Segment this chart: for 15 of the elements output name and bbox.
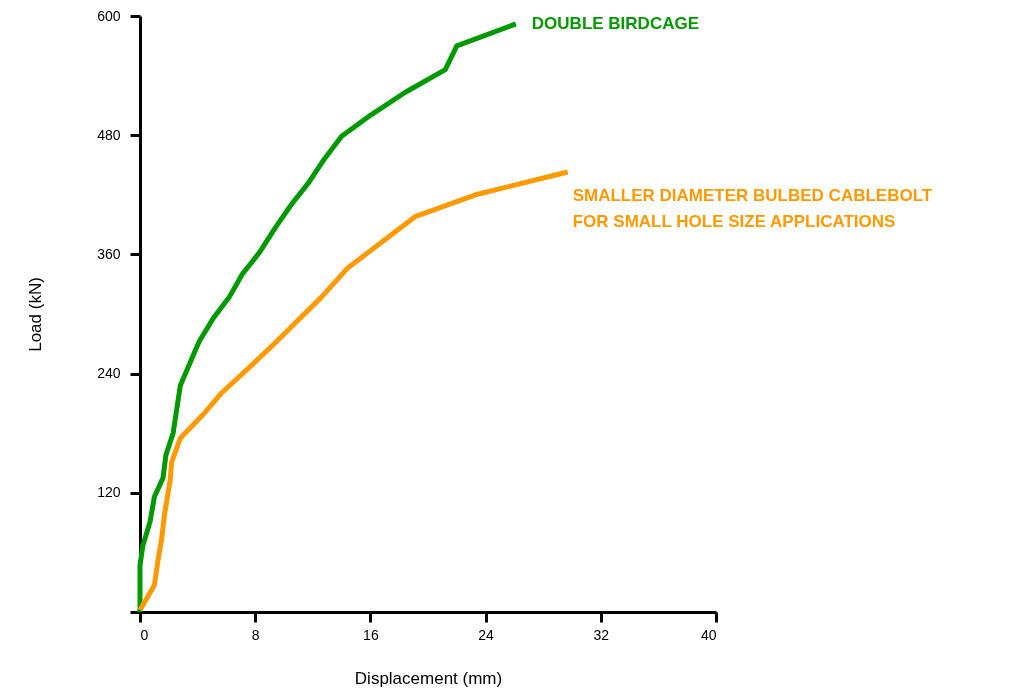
x-axis-title: Displacement (mm)	[354, 668, 503, 688]
y-tick-label: 360	[97, 245, 121, 262]
x-tick-label: 8	[251, 626, 260, 643]
series-label: DOUBLE BIRDCAGE	[531, 13, 700, 33]
x-tick-label: 0	[140, 626, 149, 643]
y-tick-label: 600	[97, 7, 121, 24]
y-tick-label: 480	[97, 126, 121, 143]
y-tick-label: 240	[97, 365, 121, 382]
x-tick-label: 24	[478, 626, 495, 643]
y-tick-label: 120	[97, 484, 121, 501]
x-tick-label: 32	[593, 626, 610, 643]
x-tick-label: 16	[363, 626, 379, 643]
series-label: SMALLER DIAMETER BULBED CABLEBOLT FOR SMALL HOLE SIZE APPLICATIONS	[572, 185, 933, 231]
y-axis-title: Load (kN)	[26, 277, 46, 352]
x-tick-label: 40	[700, 626, 717, 643]
